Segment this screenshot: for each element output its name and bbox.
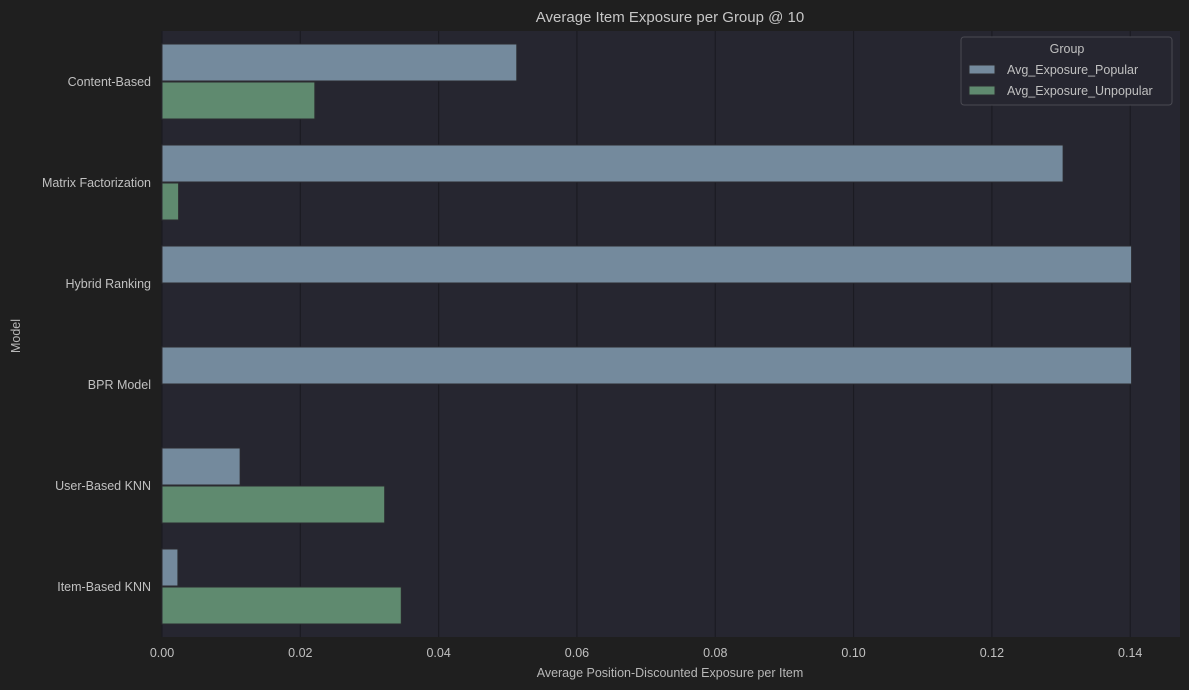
y-tick-label: Hybrid Ranking [66,277,152,291]
bar-popular [161,43,518,82]
x-axis-label: Average Position-Discounted Exposure per… [537,666,804,680]
y-axis-label: Model [9,319,23,353]
grid-lines [161,31,1131,637]
y-tick-label: Item-Based KNN [57,580,151,594]
bar-popular [161,346,1133,385]
x-tick-labels: 0.00 0.02 0.04 0.06 0.08 0.10 0.12 0.14 [150,646,1143,660]
y-tick-label: Matrix Factorization [42,176,151,190]
legend-label: Avg_Exposure_Popular [1007,63,1138,77]
bar-popular [161,548,179,587]
bar-popular [161,144,1064,183]
bar-popular [161,447,241,486]
bars [161,43,1133,625]
y-tick-label: Content-Based [68,75,151,89]
legend-swatch [968,85,996,96]
bar-unpopular [161,81,316,120]
x-tick-label: 0.04 [426,646,450,660]
y-tick-label: User-Based KNN [55,479,151,493]
legend-title: Group [1050,42,1085,56]
legend-label: Avg_Exposure_Unpopular [1007,84,1153,98]
x-tick-label: 0.14 [1118,646,1142,660]
bar-unpopular [161,182,180,221]
x-tick-label: 0.02 [288,646,312,660]
plot-area [162,31,1180,637]
legend-swatch [968,64,996,75]
x-tick-label: 0.00 [150,646,174,660]
y-tick-labels: Content-Based Matrix Factorization Hybrid … [42,75,151,594]
x-tick-label: 0.06 [565,646,589,660]
chart-title: Average Item Exposure per Group @ 10 [536,9,804,26]
y-tick-label: BPR Model [88,378,151,392]
legend-box [960,36,1173,106]
bar-unpopular [161,586,402,625]
legend: Group Avg_Exposure_Popular Avg_Exposure_U… [960,36,1173,106]
x-tick-label: 0.10 [841,646,865,660]
bar-unpopular [161,485,386,524]
x-tick-label: 0.12 [980,646,1004,660]
x-tick-label: 0.08 [703,646,727,660]
bar-popular [161,245,1133,284]
